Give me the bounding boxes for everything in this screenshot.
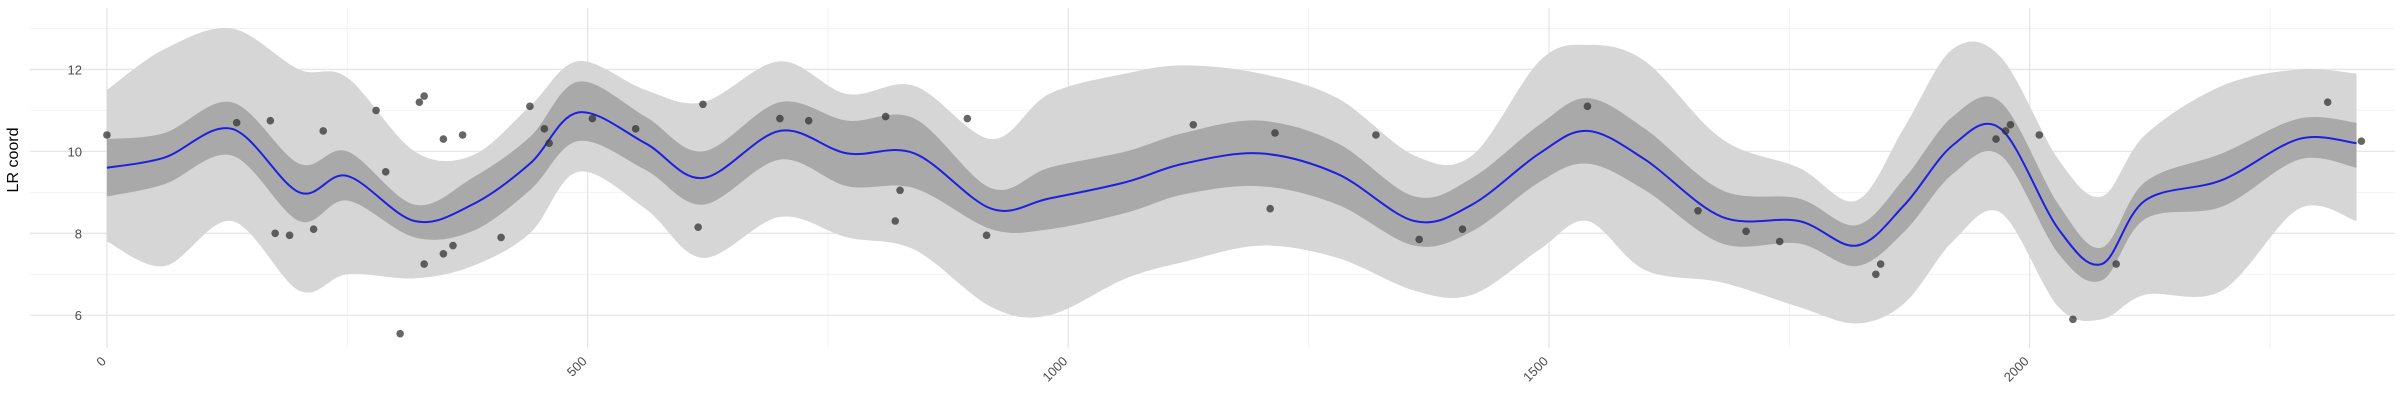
data-point xyxy=(439,249,448,258)
data-point xyxy=(458,131,467,139)
data-point xyxy=(2112,260,2120,268)
x-tick-labels: 0 500 1000 1500 2000 xyxy=(93,354,2031,385)
data-point xyxy=(631,125,640,133)
data-point xyxy=(588,114,597,123)
data-point xyxy=(1742,227,1750,236)
y-tick-label: 10 xyxy=(68,144,82,159)
data-point xyxy=(881,112,890,121)
data-point xyxy=(694,223,702,231)
inner-confidence-band xyxy=(106,81,2357,282)
data-point xyxy=(285,231,294,240)
data-point xyxy=(1271,129,1279,137)
x-tick-label: 2000 xyxy=(2001,354,2032,385)
data-point xyxy=(1694,206,1702,215)
data-point xyxy=(699,100,707,109)
data-point xyxy=(2006,120,2015,129)
data-point xyxy=(420,92,428,100)
data-point xyxy=(420,260,428,268)
data-point xyxy=(1266,204,1274,213)
y-tick-label: 6 xyxy=(75,308,82,323)
data-point xyxy=(1415,235,1423,244)
y-tick-labels: 6 8 10 12 xyxy=(68,62,82,323)
data-point xyxy=(1189,120,1198,129)
data-point xyxy=(1458,225,1467,234)
x-tick-label: 1500 xyxy=(1520,354,1551,385)
fit-line xyxy=(106,111,2357,266)
data-point xyxy=(372,106,380,115)
data-point xyxy=(896,186,904,195)
data-point xyxy=(776,114,784,123)
data-point xyxy=(545,139,553,147)
x-tick-label: 0 xyxy=(93,354,109,370)
data-point xyxy=(891,217,900,225)
data-point xyxy=(1372,131,1380,139)
data-point xyxy=(497,233,505,242)
x-tick-label: 500 xyxy=(564,354,590,380)
data-point xyxy=(396,329,404,338)
data-point xyxy=(1775,237,1784,246)
data-point xyxy=(1872,270,1880,279)
y-axis-label: LR coord xyxy=(5,128,22,193)
data-point xyxy=(309,225,318,234)
data-point xyxy=(963,114,972,123)
y-tick-label: 8 xyxy=(75,226,82,241)
data-point xyxy=(319,127,328,135)
data-point xyxy=(439,135,448,143)
data-point xyxy=(2069,315,2077,324)
data-point xyxy=(2357,137,2366,145)
data-point xyxy=(804,116,813,125)
data-point xyxy=(1583,102,1592,111)
data-point xyxy=(449,241,457,250)
data-point xyxy=(1992,135,2000,143)
data-point xyxy=(103,131,111,139)
data-point xyxy=(381,168,390,176)
data-point xyxy=(1876,260,1885,268)
data-point xyxy=(2323,98,2332,107)
data-point xyxy=(526,102,534,111)
data-point xyxy=(2035,131,2044,139)
y-tick-label: 12 xyxy=(68,62,82,77)
data-point xyxy=(232,118,241,127)
data-point xyxy=(266,116,275,125)
data-point xyxy=(415,98,424,107)
x-tick-label: 1000 xyxy=(1039,354,1070,385)
data-points xyxy=(103,92,2366,338)
data-point xyxy=(2001,127,2010,135)
data-point xyxy=(540,125,549,133)
data-point xyxy=(982,231,991,240)
data-point xyxy=(271,229,279,238)
